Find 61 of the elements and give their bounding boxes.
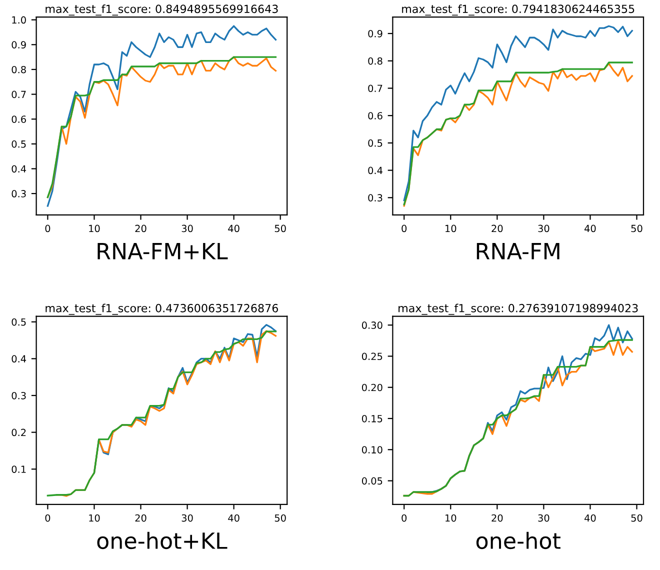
y-tick-label: 0.2 [12,428,26,436]
line-series [46,56,277,198]
y-tick-label: 0.8 [368,57,382,65]
y-tick-label: 0.05 [362,477,382,485]
x-tick-label: 20 [135,514,146,522]
y-tick-label: 0.7 [368,84,382,92]
x-tick-label: 10 [446,224,456,232]
x-tick-label: 0 [45,224,50,232]
x-tick-label: 20 [492,224,503,232]
y-tick-label: 0.25 [362,352,382,360]
y-tick-label: 0.5 [12,318,26,326]
x-tick-label: 50 [274,224,286,232]
y-tick-label: 0.4 [368,166,382,174]
x-tick-label: 30 [182,224,193,232]
chart-title: max_test_f1_score: 0.7941830624465355 [402,4,634,16]
chart-title: max_test_f1_score: 0.4736006351726876 [46,304,278,315]
x-axis-title: one-hot+KL [97,532,228,550]
x-tick-label: 40 [228,514,240,522]
chart-title: max_test_f1_score: 0.27639107198994023 [398,304,638,315]
line-series [46,25,277,207]
x-tick-label: 0 [45,514,50,522]
y-tick-label: 0.30 [362,322,382,329]
y-tick-label: 0.8 [12,66,26,74]
y-tick-label: 0.5 [368,139,382,147]
x-tick-label: 50 [631,224,642,232]
y-tick-label: 0.3 [368,194,382,202]
y-tick-label: 0.15 [362,414,382,422]
x-tick-label: 0 [402,224,407,232]
x-tick-label: 10 [89,514,100,522]
x-tick-label: 40 [228,224,240,232]
x-tick-label: 0 [402,514,407,522]
x-tick-label: 40 [584,514,596,522]
y-tick-label: 0.3 [12,392,26,400]
x-tick-label: 30 [538,224,550,232]
y-tick-label: 0.9 [12,41,26,48]
x-tick-label: 20 [135,224,146,232]
line-series [403,25,633,202]
x-axis-title: one-hot [476,532,560,550]
y-tick-label: 0.7 [12,90,26,98]
y-tick-label: 0.6 [12,116,26,123]
y-tick-label: 0.3 [12,190,26,198]
x-tick-label: 40 [584,224,596,232]
x-tick-label: 50 [274,514,286,522]
chart-title: max_test_f1_score: 0.8494895569916643 [46,4,278,16]
y-tick-label: 1.0 [12,16,26,24]
y-tick-label: 0.4 [12,355,26,363]
y-tick-label: 0.4 [12,165,26,173]
y-tick-label: 0.10 [362,446,382,454]
y-tick-label: 0.9 [368,30,382,38]
x-tick-label: 10 [446,514,456,522]
x-tick-label: 50 [631,514,642,522]
x-tick-label: 30 [182,514,193,522]
y-tick-label: 0.5 [12,140,26,148]
y-tick-label: 0.20 [362,384,382,392]
x-axis-title: RNA-FM [476,243,560,260]
y-tick-label: 0.1 [12,466,26,473]
x-axis-title: RNA-FM+KL [98,243,228,260]
x-tick-label: 10 [89,224,100,232]
x-tick-label: 20 [492,514,503,522]
x-tick-label: 30 [538,514,550,522]
y-tick-label: 0.6 [368,112,382,120]
